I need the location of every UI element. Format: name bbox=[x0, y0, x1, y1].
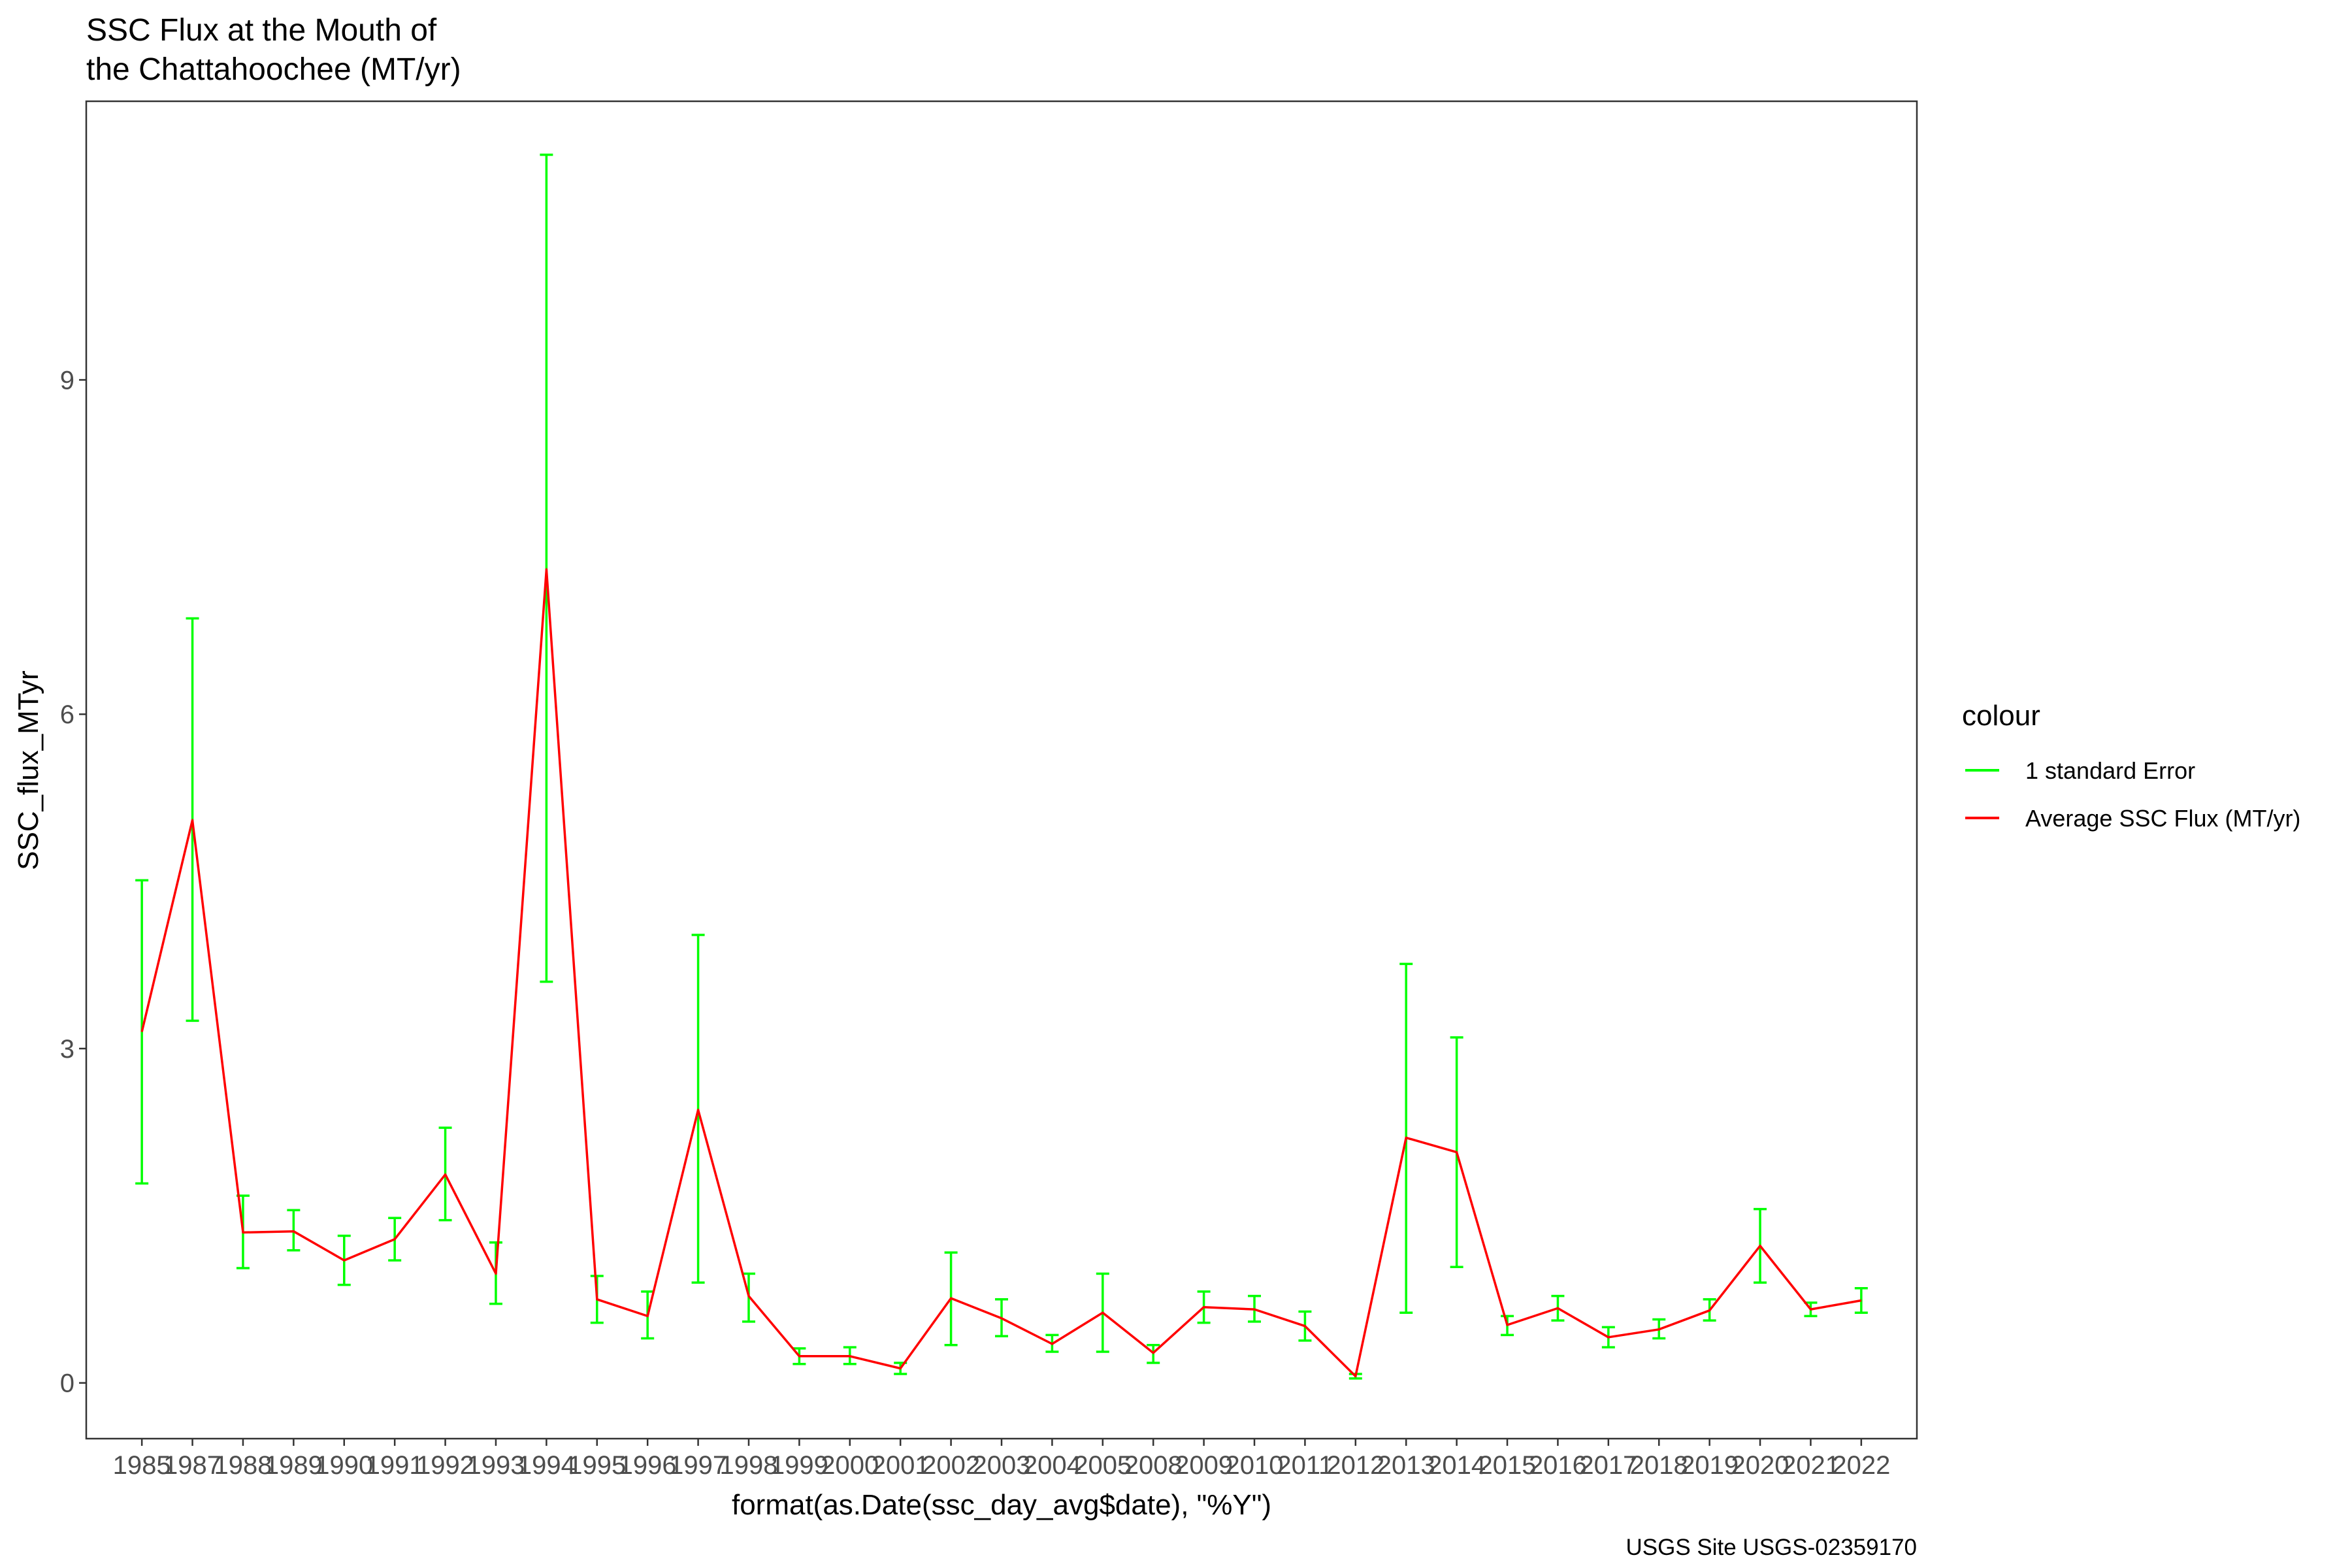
x-tick-label: 1993 bbox=[466, 1451, 525, 1480]
x-tick-label: 1999 bbox=[770, 1451, 828, 1480]
x-tick-label: 1991 bbox=[366, 1451, 424, 1480]
y-axis-title: SSC_flux_MTyr bbox=[12, 670, 44, 870]
x-tick-label: 1992 bbox=[416, 1451, 474, 1480]
x-tick-label: 2010 bbox=[1226, 1451, 1284, 1480]
legend-title: colour bbox=[1962, 700, 2040, 732]
legend-label-average-flux: Average SSC Flux (MT/yr) bbox=[2025, 805, 2300, 832]
chart-caption: USGS Site USGS-02359170 bbox=[1625, 1535, 1917, 1560]
chart-title-line-2: the Chattahoochee (MT/yr) bbox=[86, 52, 461, 87]
y-axis: 0 3 6 9 bbox=[60, 366, 86, 1398]
x-tick-label: 2008 bbox=[1124, 1451, 1183, 1480]
x-tick-label: 1996 bbox=[619, 1451, 677, 1480]
x-axis-title: format(as.Date(ssc_day_avg$date), "%Y") bbox=[732, 1489, 1271, 1521]
x-tick-label: 2019 bbox=[1680, 1451, 1739, 1480]
average-line bbox=[140, 568, 1862, 1378]
error-bars bbox=[135, 154, 1868, 1380]
x-tick-label: 1985 bbox=[113, 1451, 171, 1480]
x-tick-label: 1995 bbox=[568, 1451, 626, 1480]
x-tick-label: 2005 bbox=[1073, 1451, 1132, 1480]
x-tick-label: 2012 bbox=[1326, 1451, 1384, 1480]
x-tick-label: 2013 bbox=[1377, 1451, 1435, 1480]
y-tick-label: 3 bbox=[60, 1035, 74, 1064]
x-tick-label: 1997 bbox=[669, 1451, 727, 1480]
x-tick-label: 2011 bbox=[1277, 1451, 1333, 1480]
x-tick-label: 2002 bbox=[922, 1451, 980, 1480]
legend: colour 1 standard Error Average SSC Flux… bbox=[1962, 700, 2300, 832]
x-tick-label: 2017 bbox=[1579, 1451, 1637, 1480]
x-tick-label: 2021 bbox=[1782, 1451, 1840, 1480]
average-flux-line bbox=[140, 568, 1862, 1378]
x-tick-label: 1988 bbox=[214, 1451, 272, 1480]
y-tick-label: 0 bbox=[60, 1369, 74, 1398]
x-tick-label: 2016 bbox=[1529, 1451, 1587, 1480]
x-tick-label: 2000 bbox=[821, 1451, 879, 1480]
x-tick-label: 2003 bbox=[973, 1451, 1031, 1480]
x-tick-label: 2015 bbox=[1478, 1451, 1537, 1480]
chart-title: SSC Flux at the Mouth of the Chattahooch… bbox=[86, 13, 461, 87]
x-tick-label: 2020 bbox=[1731, 1451, 1789, 1480]
y-tick-label: 9 bbox=[60, 366, 74, 395]
x-axis: 1985198719881989199019911992199319941995… bbox=[113, 1439, 1890, 1480]
y-tick-label: 6 bbox=[60, 700, 74, 729]
x-tick-label: 1989 bbox=[265, 1451, 323, 1480]
x-tick-label: 1994 bbox=[517, 1451, 576, 1480]
x-tick-label: 2001 bbox=[872, 1451, 930, 1480]
x-tick-label: 2014 bbox=[1428, 1451, 1486, 1480]
x-tick-label: 1990 bbox=[315, 1451, 373, 1480]
plot-panel-border bbox=[85, 100, 1918, 1440]
x-tick-label: 1998 bbox=[719, 1451, 777, 1480]
x-tick-label: 2009 bbox=[1175, 1451, 1233, 1480]
x-tick-label: 1987 bbox=[163, 1451, 221, 1480]
chart-title-line-1: SSC Flux at the Mouth of bbox=[86, 13, 437, 48]
legend-label-standard-error: 1 standard Error bbox=[2025, 757, 2195, 784]
error-bar bbox=[540, 154, 553, 983]
x-tick-label: 2004 bbox=[1023, 1451, 1081, 1480]
x-tick-label: 2018 bbox=[1630, 1451, 1688, 1480]
x-tick-label: 2022 bbox=[1832, 1451, 1890, 1480]
